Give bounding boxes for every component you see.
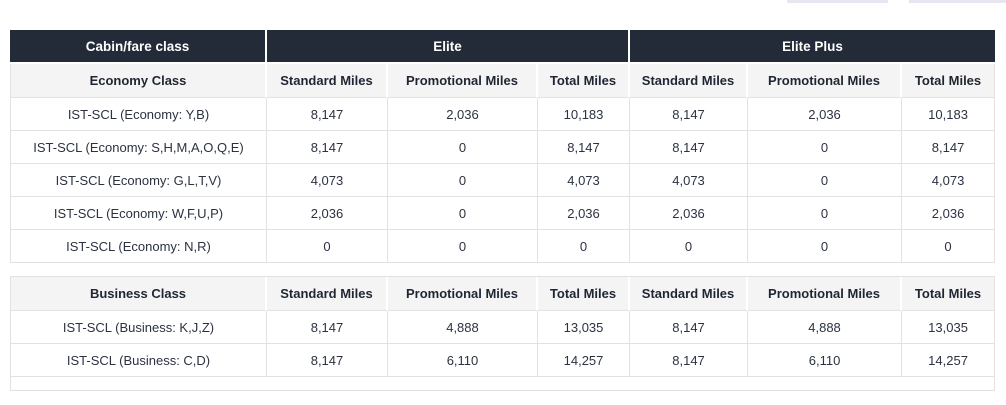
miles-value-cell: 4,888: [748, 311, 903, 344]
elite-header: Elite: [267, 30, 631, 64]
fare-class-cell: IST-SCL (Business: K,J,Z): [10, 311, 267, 344]
miles-header-cell: Promotional Miles: [388, 64, 538, 98]
miles-value-cell: 8,147: [538, 131, 631, 164]
miles-header-cell: Total Miles: [538, 277, 631, 311]
miles-value-cell: 13,035: [538, 311, 631, 344]
miles-value-cell: 2,036: [267, 197, 388, 230]
miles-value-cell: 8,147: [630, 344, 749, 377]
miles-header-cell: Total Miles: [902, 64, 996, 98]
miles-value-cell: 4,073: [630, 164, 749, 197]
miles-value-cell: 13,035: [902, 311, 996, 344]
miles-header-cell: Promotional Miles: [388, 277, 538, 311]
elite-plus-header: Elite Plus: [630, 30, 996, 64]
miles-value-cell: 0: [630, 230, 749, 263]
subheader-row: Economy Class Standard Miles Promotional M…: [10, 64, 996, 98]
section-gap-cell: [10, 263, 996, 277]
miles-value-cell: 0: [267, 230, 388, 263]
miles-value-cell: 8,147: [630, 131, 749, 164]
fare-class-cell: IST-SCL (Economy: Y,B): [10, 98, 267, 131]
table-row: IST-SCL (Business: C,D) 8,147 6,110 14,257 8…: [10, 344, 996, 377]
miles-value-cell: 4,073: [538, 164, 631, 197]
miles-value-cell: 0: [538, 230, 631, 263]
subheader-row: Business Class Standard Miles Promotional …: [10, 277, 996, 311]
miles-value-cell: 8,147: [267, 98, 388, 131]
table-body: Economy Class Standard Miles Promotional M…: [10, 64, 996, 391]
table-row: IST-SCL (Economy: N,R) 0 0 0 0 0 0: [10, 230, 996, 263]
miles-value-cell: 0: [388, 131, 538, 164]
miles-value-cell: 2,036: [388, 98, 538, 131]
miles-header-cell: Total Miles: [902, 277, 996, 311]
table-row: IST-SCL (Economy: W,F,U,P) 2,036 0 2,036 2,0…: [10, 197, 996, 230]
miles-header-cell: Standard Miles: [630, 64, 749, 98]
miles-value-cell: 0: [748, 164, 903, 197]
top-edge-decoration: [909, 0, 1006, 3]
miles-value-cell: 0: [748, 197, 903, 230]
group-header-row: Cabin/fare class Elite Elite Plus: [10, 30, 996, 64]
miles-value-cell: 10,183: [538, 98, 631, 131]
table-end-row: [10, 377, 996, 391]
miles-value-cell: 2,036: [902, 197, 996, 230]
miles-value-cell: 2,036: [538, 197, 631, 230]
miles-value-cell: 8,147: [630, 98, 749, 131]
table-row: IST-SCL (Business: K,J,Z) 8,147 4,888 13,03…: [10, 311, 996, 344]
fare-class-cell: IST-SCL (Economy: W,F,U,P): [10, 197, 267, 230]
miles-value-cell: 8,147: [267, 131, 388, 164]
miles-value-cell: 14,257: [902, 344, 996, 377]
table-row: IST-SCL (Economy: G,L,T,V) 4,073 0 4,073 4,0…: [10, 164, 996, 197]
miles-table: Cabin/fare class Elite Elite Plus Econom…: [10, 30, 996, 391]
table-row: IST-SCL (Economy: S,H,M,A,O,Q,E) 8,147 0 8,…: [10, 131, 996, 164]
miles-value-cell: 4,073: [902, 164, 996, 197]
miles-value-cell: 6,110: [748, 344, 903, 377]
miles-value-cell: 8,147: [630, 311, 749, 344]
miles-value-cell: 0: [388, 164, 538, 197]
miles-value-cell: 8,147: [267, 344, 388, 377]
miles-value-cell: 8,147: [902, 131, 996, 164]
miles-value-cell: 2,036: [748, 98, 903, 131]
miles-value-cell: 0: [748, 131, 903, 164]
miles-value-cell: 4,073: [267, 164, 388, 197]
miles-value-cell: 10,183: [902, 98, 996, 131]
miles-header-cell: Standard Miles: [630, 277, 749, 311]
miles-header-cell: Total Miles: [538, 64, 631, 98]
miles-value-cell: 0: [388, 230, 538, 263]
miles-header-cell: Standard Miles: [267, 64, 388, 98]
fare-class-cell: IST-SCL (Economy: G,L,T,V): [10, 164, 267, 197]
miles-value-cell: 6,110: [388, 344, 538, 377]
miles-value-cell: 0: [902, 230, 996, 263]
fare-class-cell: IST-SCL (Business: C,D): [10, 344, 267, 377]
fare-class-cell: IST-SCL (Economy: S,H,M,A,O,Q,E): [10, 131, 267, 164]
miles-value-cell: 0: [748, 230, 903, 263]
miles-header-cell: Promotional Miles: [748, 277, 903, 311]
fare-class-cell: IST-SCL (Economy: N,R): [10, 230, 267, 263]
miles-header-cell: Standard Miles: [267, 277, 388, 311]
cabin-fare-class-header: Cabin/fare class: [10, 30, 267, 64]
miles-value-cell: 8,147: [267, 311, 388, 344]
section-gap-row: [10, 263, 996, 277]
miles-header-cell: Promotional Miles: [748, 64, 903, 98]
table-row: IST-SCL (Economy: Y,B) 8,147 2,036 10,183 8,…: [10, 98, 996, 131]
table-end-cell: [10, 377, 996, 391]
class-label-cell: Economy Class: [10, 64, 267, 98]
class-label-cell: Business Class: [10, 277, 267, 311]
miles-value-cell: 4,888: [388, 311, 538, 344]
miles-value-cell: 14,257: [538, 344, 631, 377]
miles-value-cell: 2,036: [630, 197, 749, 230]
top-edge-decoration: [787, 0, 888, 3]
miles-value-cell: 0: [388, 197, 538, 230]
